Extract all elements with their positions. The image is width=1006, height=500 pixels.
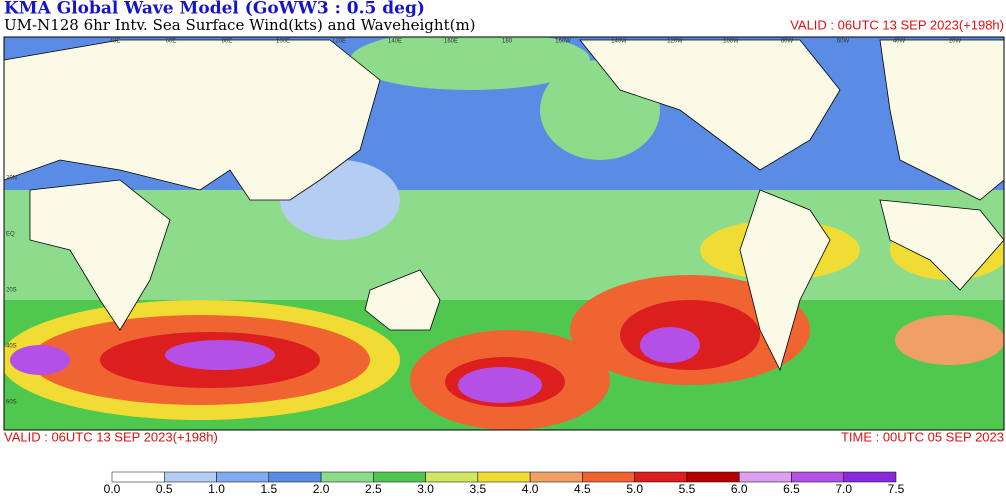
colorbar-bin — [529, 471, 583, 483]
colorbar-label: 0.5 — [156, 482, 173, 496]
lon-label: 140W — [611, 39, 627, 45]
lat-label: 20N — [6, 176, 17, 182]
lon-label: 80E — [222, 39, 233, 45]
lat-label: EQ — [6, 232, 15, 238]
lon-label: 180 — [502, 39, 513, 45]
colorbar-label: 2.5 — [365, 482, 382, 496]
time: TIME : 00UTC 05 SEP 2023 — [841, 429, 1004, 444]
lon-label: 160W — [555, 39, 571, 45]
colorbar-label: 5.0 — [626, 482, 643, 496]
lat-label: 60S — [6, 400, 17, 406]
colorbar-label: 2.0 — [313, 482, 330, 496]
lon-label: 80W — [781, 39, 794, 45]
lon-label: 60E — [166, 39, 177, 45]
lon-label: 140E — [388, 39, 402, 45]
colorbar-bin — [111, 471, 165, 483]
colorbar-bin — [164, 471, 217, 483]
colorbar-label: 3.5 — [470, 482, 487, 496]
lat-label: 20S — [6, 288, 17, 294]
colorbar-bin — [738, 471, 792, 483]
colorbar-bin — [477, 471, 531, 483]
colorbar-bin — [582, 471, 635, 483]
valid-top: VALID : 06UTC 13 SEP 2023(+198h) — [790, 17, 1004, 32]
colorbar-bin — [686, 471, 740, 483]
colorbar-bin — [634, 471, 688, 483]
valid-bottom: VALID : 06UTC 13 SEP 2023(+198h) — [4, 429, 218, 444]
lon-labels: 40E 60E 80E 100E 120E 140E 160E 180 160W 140W 120W… — [110, 39, 962, 45]
lon-label: 40W — [893, 39, 906, 45]
colorbar-bin — [425, 471, 479, 483]
lon-label: 120W — [667, 39, 683, 45]
lon-label: 60W — [837, 39, 850, 45]
colorbar-label: 4.5 — [574, 482, 591, 496]
lon-label: 100E — [276, 39, 290, 45]
colorbar-label: 6.5 — [783, 482, 800, 496]
colorbar-label: 7.0 — [835, 482, 852, 496]
colorbar-bin — [843, 471, 897, 483]
title: KMA Global Wave Model (GoWW3 : 0.5 deg) — [4, 0, 425, 19]
colorbar-label: 6.0 — [731, 482, 748, 496]
colorbar-bin — [268, 471, 322, 483]
colorbar-bin — [320, 471, 374, 483]
colorbar-label: 1.0 — [208, 482, 225, 496]
colorbar-label: 0.0 — [104, 482, 121, 496]
colorbar-label: 7.5 — [888, 482, 905, 496]
colorbar-bin — [373, 471, 426, 483]
colorbar-label: 1.5 — [260, 482, 277, 496]
lon-label: 120E — [332, 39, 346, 45]
lon-label: 100W — [723, 39, 739, 45]
colorbar-bin — [791, 471, 844, 483]
map: 20N EQ 20S 40S 60S 40E 60E 80E 100E 120E 140E 160E… — [3, 36, 1005, 431]
colorbar-label: 5.5 — [679, 482, 696, 496]
lon-label: 160E — [444, 39, 458, 45]
colorbar-label: 4.0 — [522, 482, 539, 496]
subtitle: UM-N128 6hr Intv. Sea Surface Wind(kts) … — [4, 16, 476, 34]
colorbar-label: 3.0 — [417, 482, 434, 496]
lat-labels: 20N EQ 20S 40S 60S — [6, 176, 17, 406]
colorbar: 0.0 0.5 1.0 1.5 2.0 2.5 3.0 3.5 4.0 4.5 5.0 5.5 6.0 6… — [104, 471, 905, 496]
lat-label: 40S — [6, 344, 17, 350]
lon-label: 20W — [949, 39, 962, 45]
lon-label: 40E — [110, 39, 121, 45]
colorbar-bin — [216, 471, 270, 483]
